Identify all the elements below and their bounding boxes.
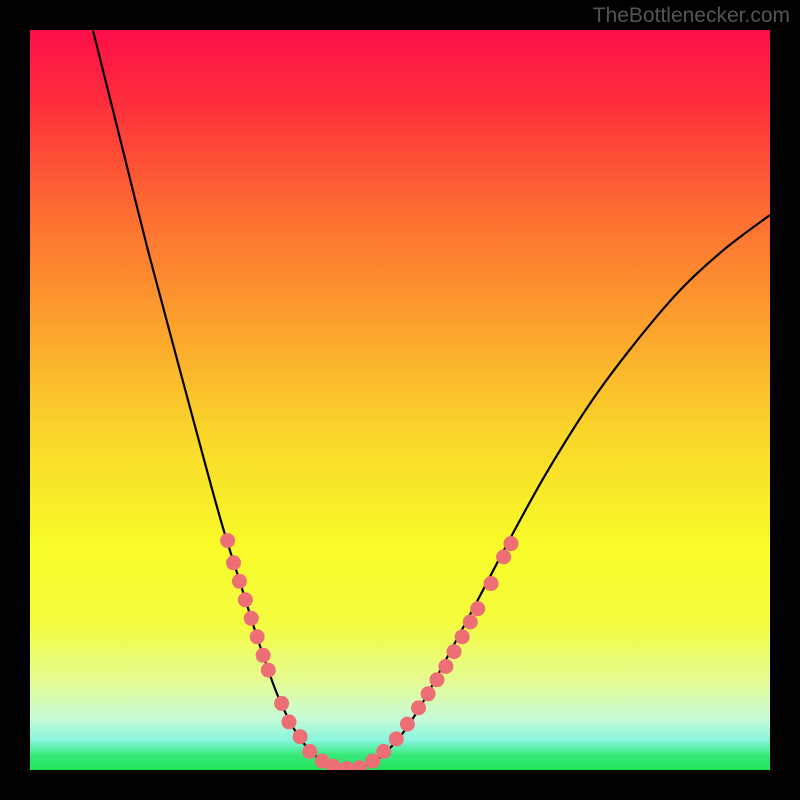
curve-marker [256, 648, 271, 663]
curve-marker [455, 629, 470, 644]
curve-marker [504, 536, 519, 551]
curve-marker [261, 663, 276, 678]
curve-marker [484, 576, 499, 591]
curve-marker [400, 717, 415, 732]
curve-marker [411, 700, 426, 715]
curve-marker [421, 686, 436, 701]
curve-marker [293, 729, 308, 744]
curve-marker [226, 555, 241, 570]
curve-marker [274, 696, 289, 711]
curve-marker [302, 744, 317, 759]
curve-marker [282, 714, 297, 729]
curve-marker [238, 592, 253, 607]
curve-marker [470, 601, 485, 616]
curve-marker [463, 615, 478, 630]
gradient-background [30, 30, 770, 770]
watermark-text: TheBottlenecker.com [593, 4, 790, 28]
curve-marker [232, 574, 247, 589]
curve-marker [376, 744, 391, 759]
chart-container: TheBottlenecker.com [0, 0, 800, 800]
curve-marker [430, 672, 445, 687]
chart-svg [30, 30, 770, 770]
curve-marker [220, 533, 235, 548]
curve-marker [496, 549, 511, 564]
curve-marker [244, 611, 259, 626]
curve-marker [250, 629, 265, 644]
curve-marker [438, 659, 453, 674]
curve-marker [447, 644, 462, 659]
curve-marker [389, 731, 404, 746]
